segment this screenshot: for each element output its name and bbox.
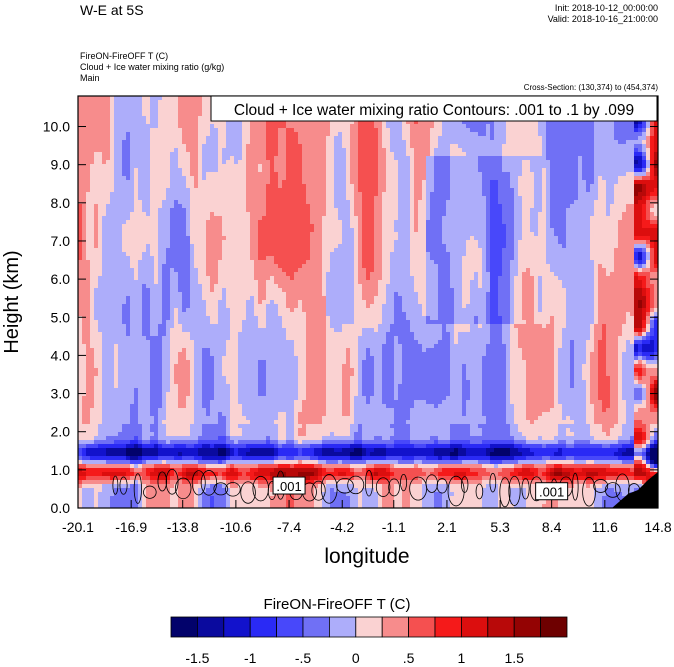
contour-info-frame xyxy=(210,95,658,122)
colorbar-swatch xyxy=(223,616,251,638)
cloud-contours xyxy=(112,468,641,508)
y-tick-label: 8.0 xyxy=(51,195,71,211)
x-tick-label: -10.6 xyxy=(220,519,252,535)
contour-info-box: Cloud + Ice water mixing ratio Contours:… xyxy=(210,95,658,122)
domain-subtitle: Main xyxy=(80,73,100,83)
colorbar-tick-label: 1 xyxy=(457,650,466,666)
y-axis-label: Height (km) xyxy=(1,250,23,353)
colorbar-tick-label: -1 xyxy=(243,650,257,666)
y-tick-label: 4.0 xyxy=(51,347,71,363)
colorbar-swatch xyxy=(434,616,462,638)
y-tick-label: 6.0 xyxy=(51,271,71,287)
plot-title: W-E at 5S xyxy=(80,2,144,18)
x-tick-label: 2.1 xyxy=(437,519,457,535)
init-time: Init: 2018-10-12_00:00:00 xyxy=(554,3,658,13)
colorbar-swatch xyxy=(381,616,410,638)
colorbar-swatch xyxy=(540,616,568,638)
colorbar-swatch xyxy=(170,616,198,638)
y-tick-label: 5.0 xyxy=(51,309,71,325)
contour-label-text: .001 xyxy=(539,485,564,500)
x-tick-label: -13.8 xyxy=(167,519,199,535)
y-tick-label: 1.0 xyxy=(51,462,71,478)
colorbar-tick-label: 0 xyxy=(351,650,360,666)
colorbar-tick-label: -1.5 xyxy=(185,650,210,666)
y-tick-label: 2.0 xyxy=(51,424,71,440)
colorbar-swatch xyxy=(328,616,357,638)
x-tick-label: 14.8 xyxy=(644,519,671,535)
colorbar-swatch xyxy=(487,616,515,638)
x-tick-label: -16.9 xyxy=(115,519,147,535)
contour-info-text: Cloud + Ice water mixing ratio Contours:… xyxy=(234,102,634,119)
valid-time: Valid: 2018-10-16_21:00:00 xyxy=(547,14,658,24)
cross-section-label: Cross-Section: (130,374) to (454,374) xyxy=(523,83,658,92)
x-tick-label: -4.2 xyxy=(330,519,354,535)
contour-label: .001 xyxy=(535,482,569,501)
x-axis-label: longitude xyxy=(324,545,409,568)
colorbar-swatch xyxy=(249,616,277,638)
x-tick-label: -7.4 xyxy=(277,519,301,535)
colorbar-swatch xyxy=(408,616,436,638)
contour-variable-subtitle: Cloud + Ice water mixing ratio (g/kg) xyxy=(80,62,225,72)
colorbar-swatch xyxy=(196,616,225,638)
y-tick-label: 3.0 xyxy=(51,386,71,402)
colorbar xyxy=(170,616,568,638)
contour-label-text: .001 xyxy=(276,479,301,494)
x-tick-label: 5.3 xyxy=(490,519,510,535)
colorbar-tick-label: -.5 xyxy=(294,650,312,666)
colorbar-swatch xyxy=(355,616,383,638)
temperature-difference-field xyxy=(78,96,658,508)
contour-label-box xyxy=(535,482,569,501)
colorbar-tick-label: 1.5 xyxy=(504,650,524,666)
x-tick-label: -20.1 xyxy=(62,519,94,535)
variable-subtitle: FireON-FireOFF T (C) xyxy=(80,51,169,61)
y-tick-label: 0.0 xyxy=(51,500,71,516)
colorbar-swatch xyxy=(460,616,489,638)
terrain xyxy=(612,472,658,508)
x-tick-label: 11.6 xyxy=(592,519,618,535)
colorbar-swatch xyxy=(513,616,542,638)
colorbar-tick-label: .5 xyxy=(402,650,415,666)
x-tick-label: 8.4 xyxy=(542,519,562,535)
x-tick-label: -1.1 xyxy=(382,519,406,535)
contour-label: .001 xyxy=(272,476,306,495)
colorbar-swatch xyxy=(276,616,304,638)
colorbar-title: FireON-FireOFF T (C) xyxy=(263,596,411,613)
contour-label-box xyxy=(272,476,306,495)
y-tick-label: 7.0 xyxy=(51,233,71,249)
y-tick-label: 9.0 xyxy=(51,157,71,173)
colorbar-swatch xyxy=(302,616,330,638)
y-tick-label: 10.0 xyxy=(43,119,70,135)
